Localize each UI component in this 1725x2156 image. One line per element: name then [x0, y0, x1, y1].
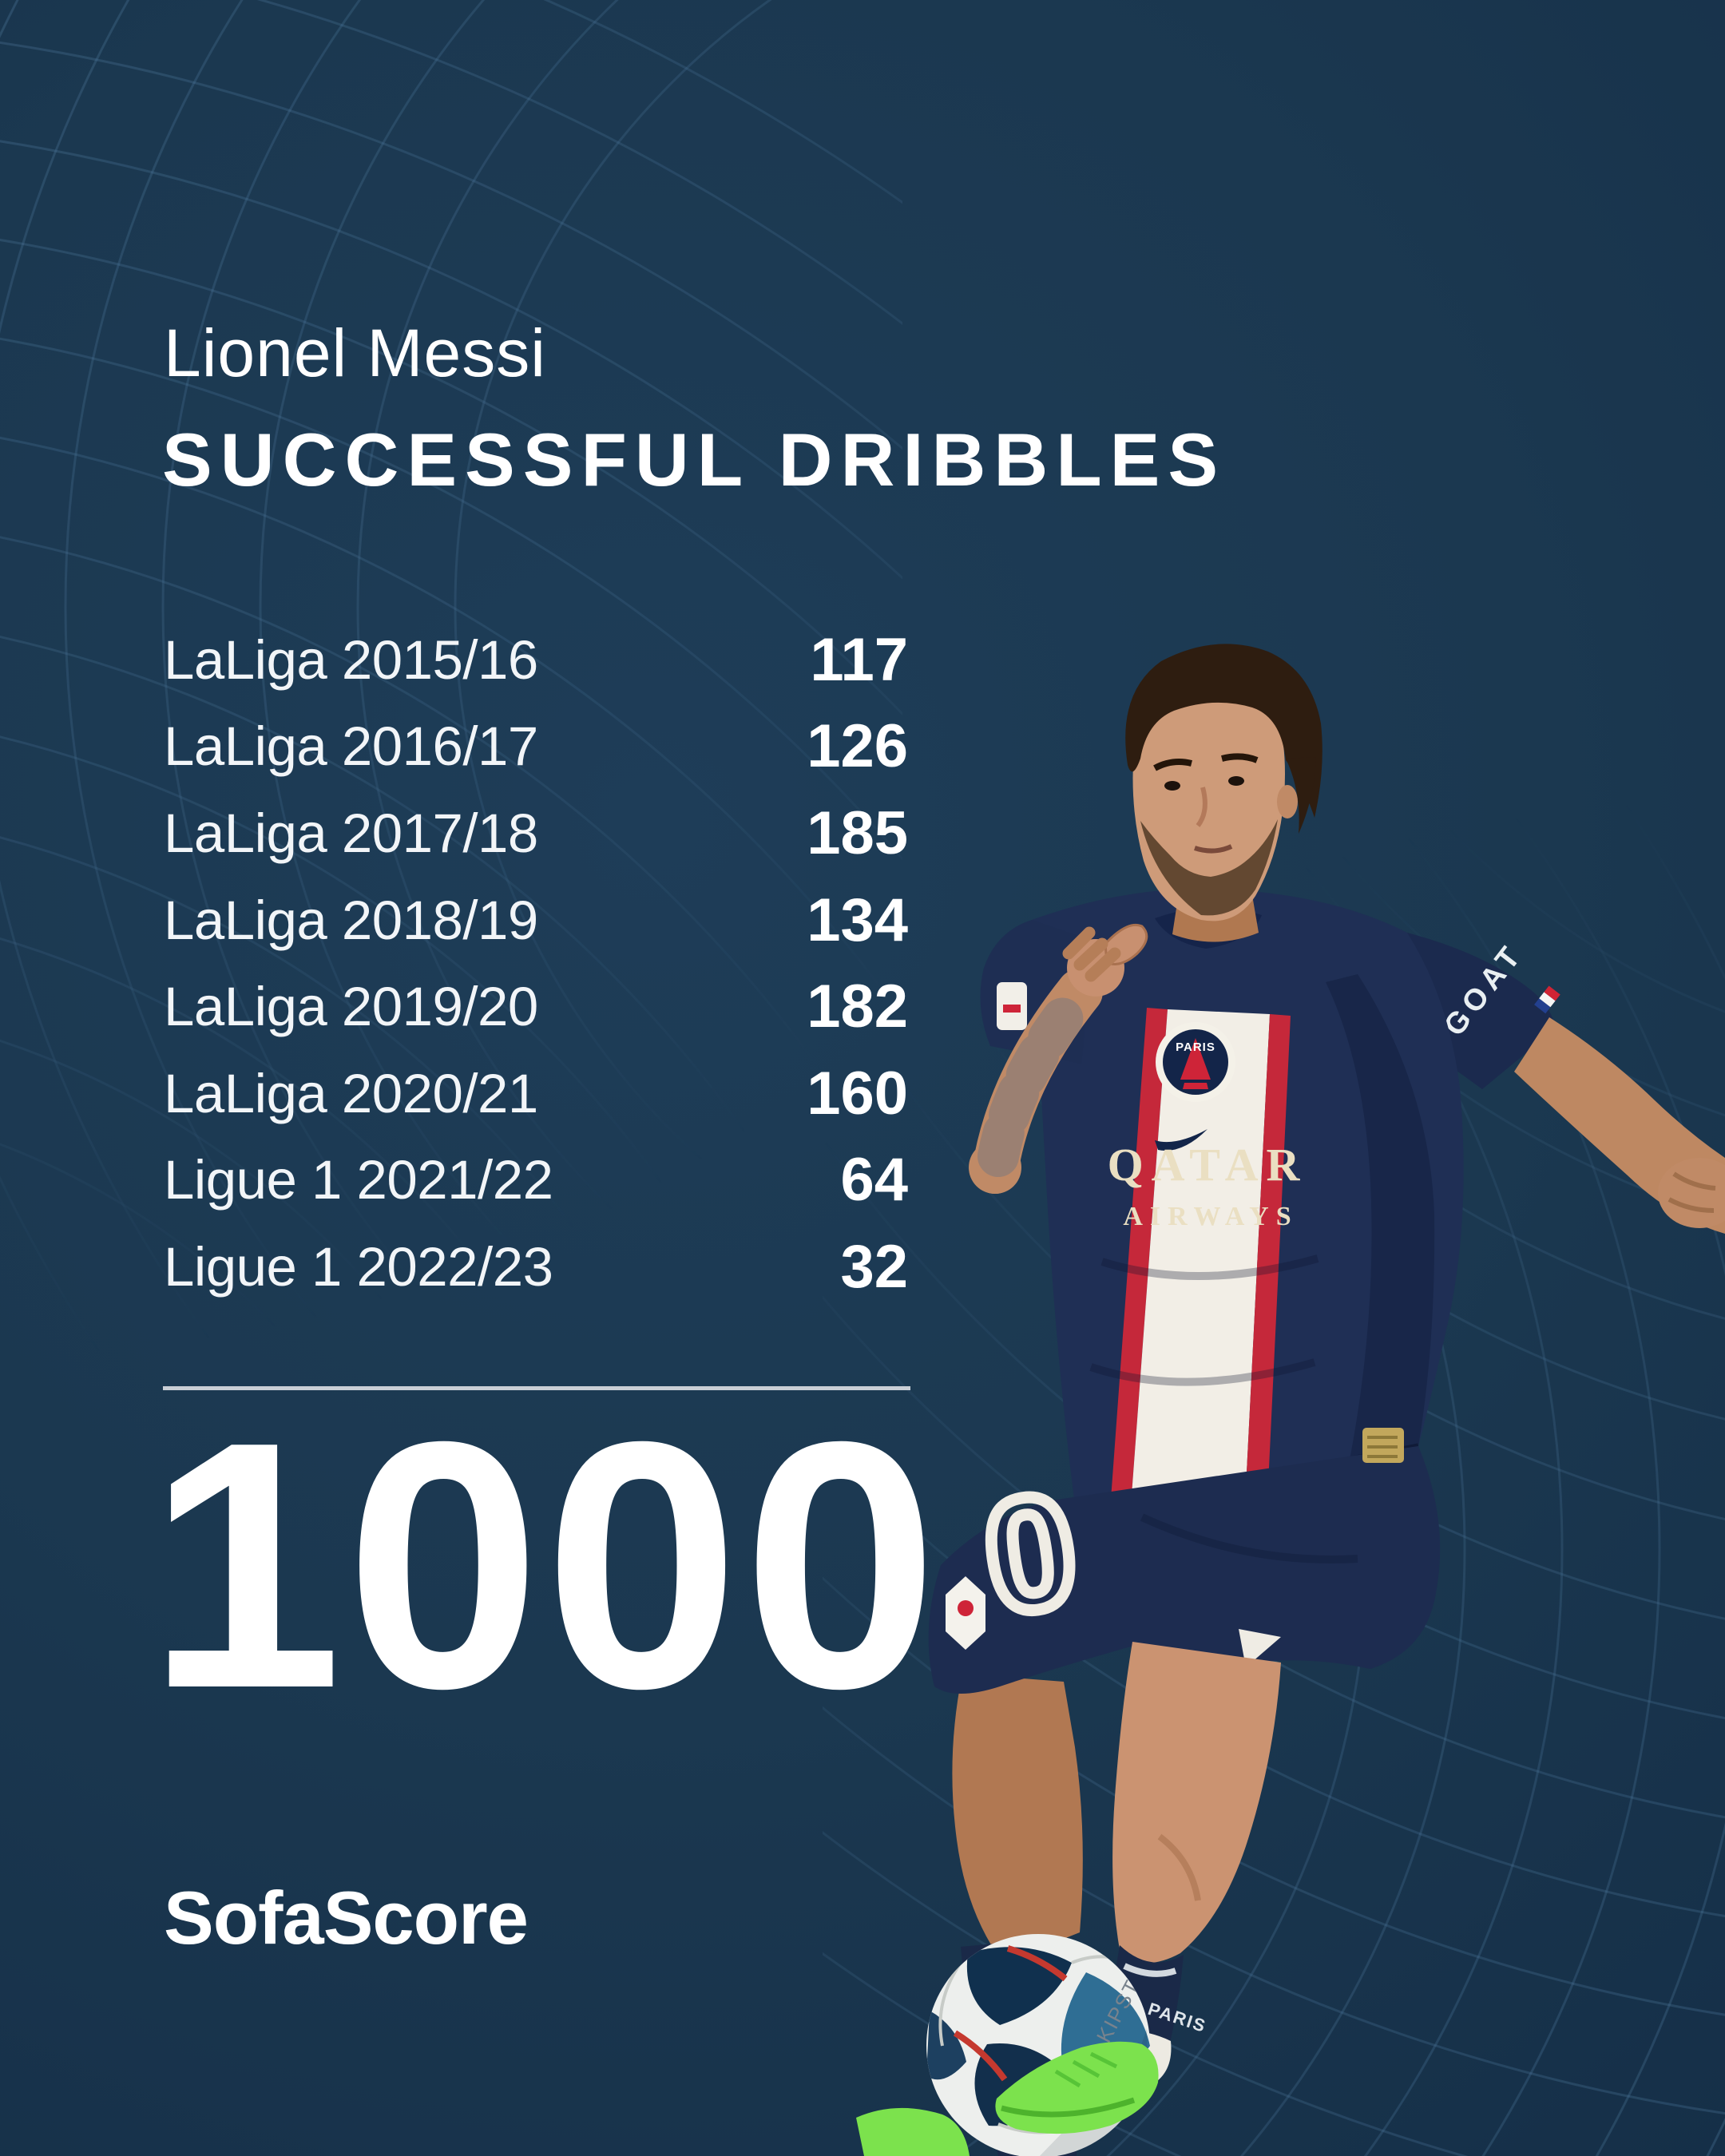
messi-photo: GOAT PARIS QATAR AIRWAYS: [856, 644, 1725, 2156]
season-label: LaLiga 2015/16: [164, 628, 538, 691]
jersey-sponsor-airways: AIRWAYS: [1123, 1202, 1298, 1231]
ball-brand-text: KIPSTA: [1092, 1963, 1152, 2047]
dribbles-value: 160: [807, 1059, 908, 1128]
stats-table: LaLiga 2015/16 117 LaLiga 2016/17 126 LaLiga…: [164, 616, 908, 1310]
dribbles-value: 32: [840, 1232, 908, 1301]
football: [926, 1934, 1150, 2156]
stat-row: LaLiga 2017/18 185: [164, 790, 908, 877]
stat-row: LaLiga 2016/17 126: [164, 703, 908, 791]
sock-paris-text: PARIS: [1145, 1999, 1209, 2036]
shorts-number: 0: [974, 1460, 1087, 1648]
dribbles-value: 185: [807, 799, 908, 867]
divider-line: [163, 1386, 910, 1390]
jersey-sponsor-qatar: QATAR: [1108, 1139, 1308, 1191]
player-name: Lionel Messi: [164, 315, 546, 390]
stat-row: LaLiga 2015/16 117: [164, 616, 908, 703]
football-pattern: KIPSTA: [926, 1945, 1152, 2156]
stat-row: LaLiga 2020/21 160: [164, 1050, 908, 1137]
dribbles-value: 64: [840, 1146, 908, 1215]
season-label: Ligue 1 2022/23: [164, 1235, 553, 1298]
stat-row: LaLiga 2018/19 134: [164, 877, 908, 964]
season-label: LaLiga 2019/20: [164, 976, 538, 1038]
dribbles-value: 126: [807, 712, 908, 781]
season-label: Ligue 1 2021/22: [164, 1149, 553, 1211]
crest-paris-text: PARIS: [1176, 1040, 1215, 1054]
stat-row: Ligue 1 2021/22 64: [164, 1137, 908, 1224]
stat-row: LaLiga 2019/20 182: [164, 963, 908, 1050]
season-label: LaLiga 2020/21: [164, 1062, 538, 1124]
dribbles-value: 117: [810, 625, 908, 694]
sofascore-logo: SofaScore: [164, 1876, 529, 1960]
season-label: LaLiga 2016/17: [164, 715, 538, 778]
total-dribbles: 1000: [147, 1369, 942, 1762]
dribbles-value: 134: [807, 886, 908, 954]
french-flag-band: [1534, 985, 1560, 1014]
dribbles-value: 182: [807, 973, 908, 1041]
season-label: LaLiga 2018/19: [164, 889, 538, 951]
page-title: SUCCESSFUL DRIBBLES: [162, 418, 1227, 501]
stat-row: Ligue 1 2022/23 32: [164, 1223, 908, 1310]
sleeve-goat-text: GOAT: [1438, 937, 1530, 1042]
season-label: LaLiga 2017/18: [164, 802, 538, 864]
